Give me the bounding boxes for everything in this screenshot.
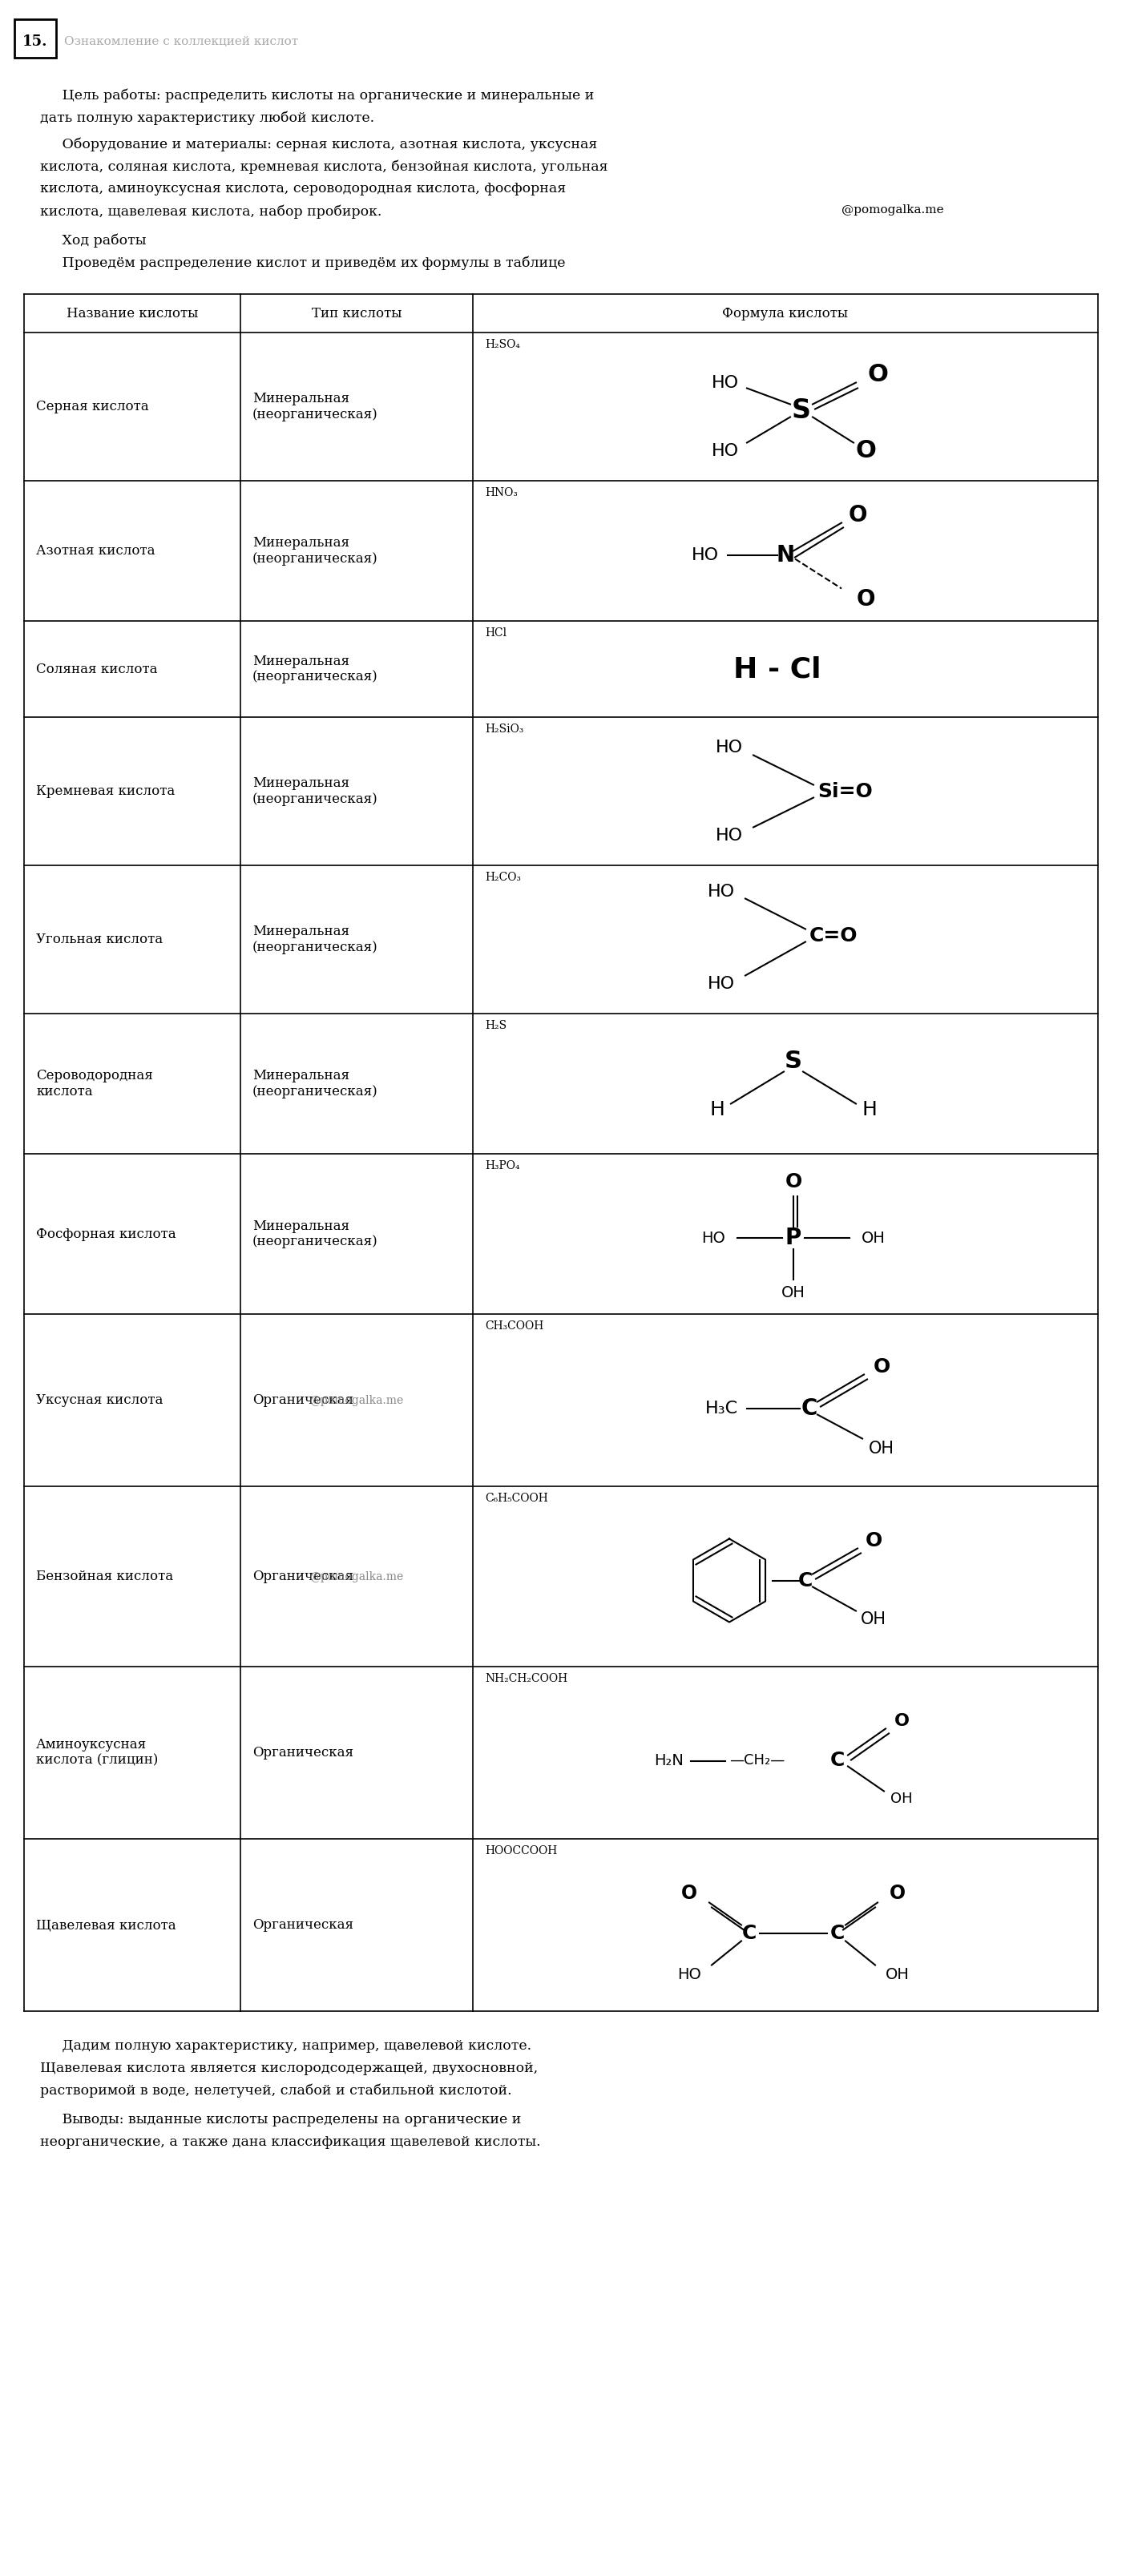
Text: S: S: [792, 397, 811, 425]
Text: Название кислоты: Название кислоты: [66, 307, 199, 319]
Text: растворимой в воде, нелетучей, слабой и стабильной кислотой.: растворимой в воде, нелетучей, слабой и …: [40, 2084, 512, 2097]
Text: C: C: [742, 1924, 756, 1942]
Text: O: O: [867, 363, 888, 386]
Text: O: O: [894, 1713, 909, 1728]
Text: H₂N: H₂N: [654, 1754, 684, 1767]
Text: O: O: [890, 1883, 905, 1904]
Text: Уксусная кислота: Уксусная кислота: [36, 1394, 163, 1406]
Text: Фосфорная кислота: Фосфорная кислота: [36, 1226, 176, 1242]
Text: HO: HO: [691, 546, 719, 564]
Text: Проведём распределение кислот и приведём их формулы в таблице: Проведём распределение кислот и приведём…: [40, 255, 565, 270]
Text: H₃C: H₃C: [705, 1401, 738, 1417]
Text: HO: HO: [678, 1968, 701, 1984]
Text: Органическая: Органическая: [252, 1394, 353, 1406]
Text: NH₂CH₂COOH: NH₂CH₂COOH: [485, 1672, 568, 1685]
Text: O: O: [848, 502, 867, 526]
Text: неорганические, а также дана классификация щавелевой кислоты.: неорганические, а также дана классификац…: [40, 2136, 541, 2148]
Text: Щавелевая кислота является кислородсодержащей, двухосновной,: Щавелевая кислота является кислородсодер…: [40, 2061, 537, 2076]
Text: Органическая: Органическая: [252, 1747, 353, 1759]
Text: HO: HO: [701, 1231, 725, 1247]
Text: @pomogalka.me: @pomogalka.me: [310, 1394, 404, 1406]
Text: N: N: [776, 544, 794, 567]
Text: Оборудование и материалы: серная кислота, азотная кислота, уксусная: Оборудование и материалы: серная кислота…: [40, 137, 597, 152]
Text: 15.: 15.: [22, 33, 48, 49]
Text: Аминоуксусная
кислота (глицин): Аминоуксусная кислота (глицин): [36, 1739, 158, 1767]
Text: кислота, аминоуксусная кислота, сероводородная кислота, фосфорная: кислота, аминоуксусная кислота, сероводо…: [40, 183, 565, 196]
Text: P: P: [785, 1226, 801, 1249]
Text: HO: HO: [708, 976, 735, 992]
Text: H₂SiO₃: H₂SiO₃: [485, 724, 524, 734]
Text: Ознакомление с коллекцией кислот: Ознакомление с коллекцией кислот: [64, 36, 298, 46]
Text: Серная кислота: Серная кислота: [36, 399, 149, 412]
Text: Выводы: выданные кислоты распределены на органические и: Выводы: выданные кислоты распределены на…: [40, 2112, 522, 2128]
Text: OH: OH: [868, 1440, 894, 1455]
Text: HO: HO: [708, 884, 735, 899]
Text: HOOСCOOH: HOOСCOOH: [485, 1844, 558, 1857]
Text: H₂S: H₂S: [485, 1020, 507, 1030]
Text: —CH₂—: —CH₂—: [729, 1754, 785, 1767]
Text: Минеральная
(неорганическая): Минеральная (неорганическая): [252, 1218, 378, 1249]
Text: OH: OH: [861, 1610, 886, 1628]
Text: H - Cl: H - Cl: [734, 654, 821, 683]
Text: HO: HO: [716, 827, 743, 842]
Text: O: O: [855, 438, 876, 461]
Text: Тип кислоты: Тип кислоты: [312, 307, 402, 319]
Text: дать полную характеристику любой кислоте.: дать полную характеристику любой кислоте…: [40, 111, 375, 124]
Text: Азотная кислота: Азотная кислота: [36, 544, 155, 556]
Text: C: C: [801, 1396, 818, 1419]
Text: Формула кислоты: Формула кислоты: [723, 307, 848, 319]
Text: C₆H₅COOH: C₆H₅COOH: [485, 1492, 548, 1504]
Text: HO: HO: [716, 739, 743, 755]
Text: Сероводородная
кислота: Сероводородная кислота: [36, 1069, 153, 1097]
Text: H: H: [862, 1100, 877, 1118]
Text: C: C: [830, 1752, 845, 1770]
Text: Органическая: Органическая: [252, 1569, 353, 1584]
Text: O: O: [865, 1530, 882, 1551]
Text: O: O: [785, 1172, 802, 1193]
Text: HO: HO: [711, 443, 739, 459]
Text: Ход работы: Ход работы: [40, 234, 146, 247]
Text: Минеральная
(неорганическая): Минеральная (неорганическая): [252, 392, 378, 422]
Text: Кремневая кислота: Кремневая кислота: [36, 786, 175, 799]
Text: Соляная кислота: Соляная кислота: [36, 662, 157, 675]
Text: Минеральная
(неорганическая): Минеральная (неорганическая): [252, 1069, 378, 1097]
Text: Минеральная
(неорганическая): Минеральная (неорганическая): [252, 536, 378, 567]
Text: C: C: [798, 1571, 812, 1589]
Text: H₂CO₃: H₂CO₃: [485, 871, 521, 884]
Text: HO: HO: [711, 374, 739, 392]
Text: @pomogalka.me: @pomogalka.me: [310, 1571, 404, 1582]
Text: CH₃COOH: CH₃COOH: [485, 1321, 543, 1332]
Text: Угольная кислота: Угольная кислота: [36, 933, 163, 945]
Text: Дадим полную характеристику, например, щавелевой кислоте.: Дадим полную характеристику, например, щ…: [40, 2040, 532, 2053]
Text: S: S: [784, 1048, 802, 1072]
Text: H: H: [710, 1100, 725, 1118]
Text: Минеральная
(неорганическая): Минеральная (неорганическая): [252, 775, 378, 806]
Text: кислота, щавелевая кислота, набор пробирок.: кислота, щавелевая кислота, набор пробир…: [40, 204, 381, 219]
Text: @pomogalka.me: @pomogalka.me: [842, 204, 944, 216]
Text: H₃PO₄: H₃PO₄: [485, 1159, 519, 1172]
Text: Минеральная
(неорганическая): Минеральная (неорганическая): [252, 925, 378, 953]
Text: HCl: HCl: [485, 629, 507, 639]
Text: O: O: [873, 1358, 890, 1376]
Text: Бензойная кислота: Бензойная кислота: [36, 1569, 173, 1584]
Text: Органическая: Органическая: [252, 1919, 353, 1932]
Text: HNO₃: HNO₃: [485, 487, 517, 497]
Text: C: C: [830, 1924, 845, 1942]
Text: Щавелевая кислота: Щавелевая кислота: [36, 1919, 176, 1932]
Text: O: O: [681, 1883, 697, 1904]
Text: Цель работы: распределить кислоты на органические и минеральные и: Цель работы: распределить кислоты на орг…: [40, 88, 595, 103]
Text: OH: OH: [885, 1968, 910, 1984]
Text: O: O: [856, 587, 875, 611]
Text: кислота, соляная кислота, кремневая кислота, бензойная кислота, угольная: кислота, соляная кислота, кремневая кисл…: [40, 160, 608, 173]
Text: OH: OH: [862, 1231, 885, 1247]
Text: Минеральная
(неорганическая): Минеральная (неорганическая): [252, 654, 378, 683]
Bar: [15, 18, 56, 57]
Text: OH: OH: [781, 1285, 806, 1301]
Text: H₂SO₄: H₂SO₄: [485, 340, 519, 350]
Text: C=O: C=O: [809, 925, 858, 945]
Text: Si=O: Si=O: [818, 781, 873, 801]
Text: OH: OH: [891, 1793, 912, 1806]
